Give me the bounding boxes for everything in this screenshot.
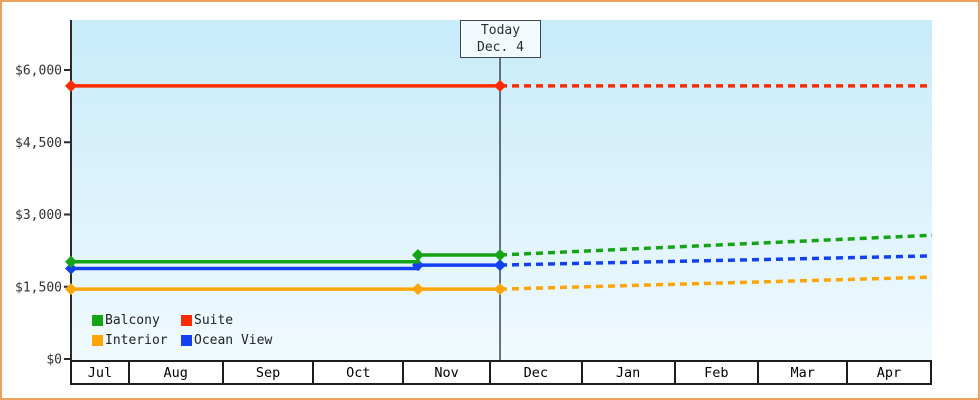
y-axis-label: $3,000 — [15, 208, 62, 223]
data-point-marker-balcony — [411, 248, 424, 261]
data-point-marker-balcony — [494, 248, 507, 261]
legend-label-suite: Suite — [194, 312, 234, 328]
today-flag-line1: Today — [480, 23, 521, 38]
data-point-marker-balcony — [65, 255, 77, 268]
data-point-marker-interior — [411, 283, 424, 296]
today-flag-line2: Dec. 4 — [477, 40, 524, 55]
chart-legend: Balcony Suite Interior Ocean View — [92, 310, 272, 350]
month-cell-nov: Nov — [404, 362, 491, 383]
series-projection-balcony — [499, 233, 933, 257]
y-axis-label: $4,500 — [15, 136, 62, 151]
data-point-marker-suite — [494, 79, 507, 92]
month-cell-sep: Sep — [224, 362, 315, 383]
legend-swatch-ocean-view — [181, 334, 192, 346]
month-cell-jul: Jul — [72, 362, 130, 383]
y-axis-label: $0 — [46, 353, 62, 368]
x-axis-month-row: Jul Aug Sep Oct Nov Dec Jan Feb Mar Apr — [70, 360, 932, 385]
month-cell-apr: Apr — [848, 362, 932, 383]
legend-item-ocean-view: Ocean View — [181, 333, 272, 348]
month-cell-dec: Dec — [491, 362, 583, 383]
series-projection-ocean-view — [499, 254, 933, 267]
legend-swatch-suite — [181, 314, 192, 326]
legend-label-interior: Interior — [105, 332, 168, 348]
month-cell-feb: Feb — [676, 362, 760, 383]
data-point-marker-interior — [65, 283, 77, 296]
data-point-marker-suite — [65, 79, 77, 92]
month-cell-mar: Mar — [759, 362, 849, 383]
month-cell-aug: Aug — [130, 362, 224, 383]
legend-label-ocean-view: Ocean View — [194, 332, 273, 348]
legend-swatch-interior — [92, 334, 103, 346]
y-axis-label: $6,000 — [15, 64, 62, 79]
data-point-marker-interior — [494, 283, 507, 296]
y-axis-label: $1,500 — [15, 280, 62, 295]
series-projection-interior — [499, 275, 933, 291]
data-point-marker-ocean-view — [65, 262, 77, 275]
data-point-marker-ocean-view — [494, 259, 507, 272]
series-line-balcony — [71, 253, 501, 264]
series-line-ocean-view — [71, 263, 501, 271]
month-cell-oct: Oct — [314, 362, 405, 383]
legend-label-balcony: Balcony — [105, 312, 160, 328]
legend-item-suite: Suite — [181, 313, 233, 328]
today-flag: Today Dec. 4 — [460, 20, 541, 58]
legend-item-balcony: Balcony — [92, 313, 181, 328]
legend-item-interior: Interior — [92, 333, 181, 348]
plot-area-background — [71, 20, 932, 360]
month-cell-jan: Jan — [583, 362, 676, 383]
legend-swatch-balcony — [92, 314, 103, 326]
